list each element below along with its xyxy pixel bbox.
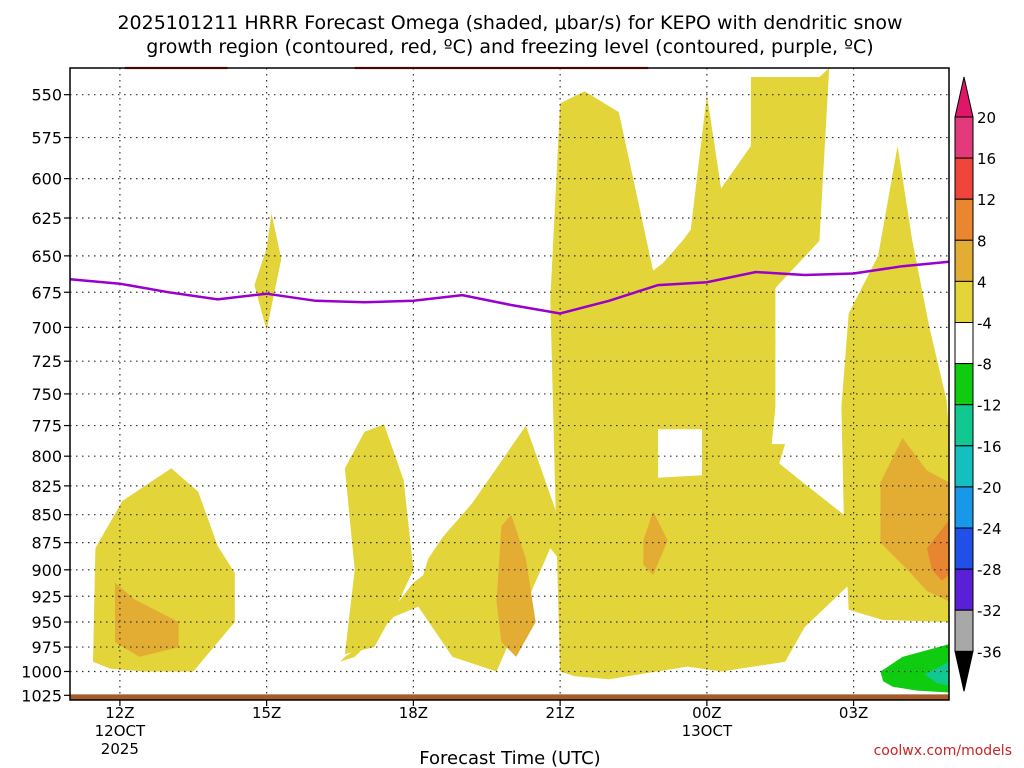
ground-terrain (70, 694, 949, 700)
colorbar-label: -4 (977, 315, 992, 333)
x-axis-title: Forecast Time (UTC) (419, 748, 600, 768)
x-tick-label: 03Z (839, 704, 868, 722)
credit-text: coolwx.com/models (874, 743, 1012, 759)
colorbar-swatch (954, 445, 974, 488)
x-tick-label: 18Z (399, 704, 428, 722)
x-tick-year: 2025 (101, 740, 139, 758)
y-tick-label: 925 (31, 587, 62, 606)
colorbar: 20 16 12 8 4 -4 -8 -12 -16 -20 -24 -28 -32 -36 (954, 76, 1002, 692)
y-tick-label: 825 (31, 477, 62, 496)
colorbar-label: -12 (977, 397, 1002, 415)
y-tick-label: 850 (31, 506, 62, 525)
y-tick-label: 650 (31, 247, 62, 266)
y-tick-label: 775 (31, 417, 62, 436)
y-tick-label: 600 (31, 170, 62, 189)
plot-frame (69, 67, 950, 701)
omega-region-14 (658, 429, 702, 478)
freezing-level-line (69, 260, 950, 315)
colorbar-swatch (954, 609, 974, 652)
colorbar-label: -28 (977, 561, 1002, 579)
omega-region-13 (924, 661, 949, 686)
x-tick-label: 21Z (545, 704, 574, 722)
y-tick-label: 550 (31, 86, 62, 105)
colorbar-label: -20 (977, 479, 1002, 497)
colorbar-top-arrow (954, 76, 974, 118)
omega-region-9 (643, 511, 668, 576)
colorbar-swatch (954, 198, 974, 241)
y-tick-label: 1025 (21, 686, 62, 705)
y-tick-label: 575 (31, 129, 62, 148)
colorbar-swatch (954, 239, 974, 282)
x-tick-label: 15Z (252, 704, 281, 722)
y-tick-label: 1000 (21, 662, 62, 681)
colorbar-swatch (954, 486, 974, 529)
colorbar-label: 16 (977, 150, 996, 168)
x-tick-label: 12Z (105, 704, 134, 722)
y-tick-label: 875 (31, 534, 62, 553)
y-tick-label: 900 (31, 561, 62, 580)
colorbar-swatch (954, 527, 974, 570)
omega-region-11 (927, 520, 949, 581)
x-tick-date: 13OCT (682, 722, 733, 740)
omega-region-4 (344, 424, 414, 654)
colorbar-swatch (954, 363, 974, 406)
colorbar-label: -8 (977, 356, 992, 374)
y-tick-label: 975 (31, 638, 62, 657)
omega-region-7 (633, 94, 786, 526)
y-tick-label: 750 (31, 385, 62, 404)
colorbar-label: -24 (977, 520, 1002, 538)
x-tick-label: 00Z (692, 704, 721, 722)
colorbar-swatch (954, 280, 974, 323)
colorbar-swatch (954, 116, 974, 159)
omega-region-1 (115, 582, 179, 657)
y-tick-label: 625 (31, 209, 62, 228)
y-tick-label: 800 (31, 447, 62, 466)
colorbar-label: 4 (977, 273, 987, 291)
colorbar-bottom-arrow (954, 650, 974, 692)
chart-title-line2: growth region (contoured, red, ºC) and f… (146, 36, 873, 58)
colorbar-swatch (954, 322, 974, 365)
colorbar-label: 20 (977, 109, 996, 127)
colorbar-label: -16 (977, 438, 1002, 456)
omega-region-12 (880, 644, 949, 693)
x-tick-date: 12OCT (95, 722, 146, 740)
plot-area (69, 66, 950, 701)
omega-shading (93, 68, 949, 693)
y-tick-label: 725 (31, 352, 62, 371)
ground-fill (70, 694, 949, 700)
colorbar-swatch (954, 404, 974, 447)
colorbar-swatch (954, 568, 974, 611)
colorbar-label: -36 (977, 643, 1002, 661)
y-tick-label: 950 (31, 613, 62, 632)
omega-region-8 (496, 514, 536, 657)
colorbar-label: 8 (977, 232, 987, 250)
y-tick-label: 700 (31, 318, 62, 337)
omega-region-2 (254, 213, 282, 331)
freezing-level-contour (69, 260, 950, 315)
colorbar-swatch (954, 157, 974, 200)
chart-title-line1: 2025101211 HRRR Forecast Omega (shaded, … (117, 12, 902, 34)
y-tick-label: 675 (31, 283, 62, 302)
colorbar-label: -32 (977, 602, 1002, 620)
colorbar-label: 12 (977, 191, 996, 209)
y-axis: 550 575 600 625 650 675 700 725 750 775 800 825 850 8… (21, 86, 70, 705)
